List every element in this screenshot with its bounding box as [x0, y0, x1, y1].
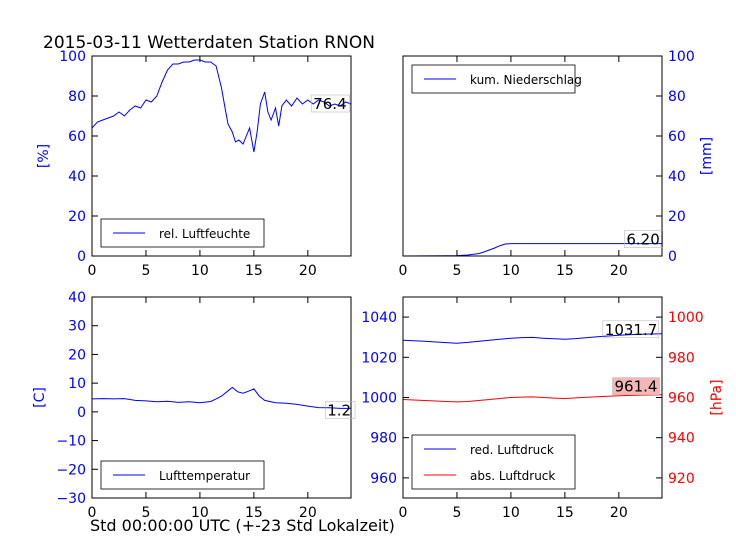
x-tick-label: 5 [452, 505, 461, 521]
x-tick-label: 20 [610, 505, 628, 521]
y-tick-label: −20 [56, 462, 86, 478]
figure-title: 2015-03-11 Wetterdaten Station RNON [43, 33, 375, 53]
y-tick-label: 980 [668, 350, 695, 366]
value-annotation-box [310, 94, 350, 113]
y-tick-label: 20 [68, 347, 86, 363]
y-tick-label: 0 [77, 249, 86, 265]
x-tick-label: 15 [556, 263, 574, 279]
y-tick-label: −10 [56, 434, 86, 450]
y-tick-label: 40 [668, 169, 686, 185]
x-tick-label: 15 [245, 505, 263, 521]
x-tick-label: 15 [245, 263, 263, 279]
legend-label: red. Luftdruck [470, 443, 554, 457]
x-axis-label: Std 00:00:00 UTC (+-23 Std Lokalzeit) [90, 516, 395, 535]
y-tick-label: 980 [370, 431, 397, 447]
y-tick-label: 1000 [668, 310, 704, 326]
y-tick-label: 960 [668, 391, 695, 407]
humidity-line [91, 59, 352, 153]
chart-precipitation: 0 5 10 15 20 0 20 40 60 80 100 [mm] 6.20 kum. Nieders… [399, 49, 715, 279]
chart-temperature: 0 5 10 15 20 −30 −20 −10 0 10 20 30 40 [C] 1.2 Lufttemp… [32, 290, 356, 521]
y-tick-label: 60 [68, 129, 86, 145]
value-annotation-box [602, 320, 659, 339]
x-tick-label: 0 [88, 505, 97, 521]
y-axis-label-right: [hPa] [709, 379, 725, 415]
y-tick-label: 60 [668, 129, 686, 145]
x-tick-label: 0 [88, 263, 97, 279]
y-tick-label: 30 [68, 319, 86, 335]
precipitation-line [402, 243, 662, 257]
x-tick-label: 5 [141, 505, 150, 521]
x-tick-label: 0 [399, 263, 408, 279]
y-tick-label: 0 [77, 405, 86, 421]
plot-frame [91, 296, 352, 499]
y-tick-label: 1000 [361, 391, 397, 407]
x-tick-label: 5 [452, 263, 461, 279]
reduced-pressure-line [402, 333, 663, 344]
chart-humidity: 0 5 10 15 20 0 20 40 60 80 100 [%] 76.4 rel. Luftfeuc… [36, 49, 352, 279]
y-axis-label: [mm] [699, 137, 715, 175]
legend-box [100, 218, 265, 248]
y-tick-label: 940 [668, 431, 695, 447]
absolute-pressure-line [402, 394, 663, 403]
value-annotation-box [612, 377, 660, 395]
value-annotation: 1.2 [327, 401, 351, 419]
y-tick-label: 20 [668, 209, 686, 225]
plot-frame [402, 55, 663, 257]
plot-frame [91, 55, 352, 257]
y-axis-label: [%] [36, 144, 52, 168]
value-annotation-box [624, 230, 664, 248]
x-tick-label: 10 [191, 505, 209, 521]
x-tick-label: 10 [502, 263, 520, 279]
x-tick-label: 10 [191, 263, 209, 279]
temperature-line [91, 386, 351, 409]
y-tick-label: 100 [59, 49, 86, 65]
x-tick-label: 15 [556, 505, 574, 521]
y-tick-label: 1020 [361, 350, 397, 366]
y-tick-label: 40 [68, 169, 86, 185]
legend-label: Lufttemperatur [159, 469, 250, 483]
y-axis-label: [C] [32, 387, 48, 408]
x-tick-label: 5 [141, 263, 150, 279]
y-tick-label: 920 [668, 471, 695, 487]
x-tick-label: 0 [399, 505, 408, 521]
legend-box [411, 434, 576, 490]
x-tick-label: 10 [502, 505, 520, 521]
y-tick-label: 100 [668, 49, 695, 65]
y-tick-label: 1040 [361, 310, 397, 326]
x-tick-label: 20 [610, 263, 628, 279]
value-annotation-box [324, 401, 356, 419]
y-tick-label: 960 [370, 471, 397, 487]
x-tick-label: 20 [299, 505, 317, 521]
y-tick-label: 10 [68, 376, 86, 392]
legend-label: rel. Luftfeuchte [159, 227, 250, 241]
y-tick-label: 20 [68, 209, 86, 225]
y-tick-label: −30 [56, 491, 86, 507]
value-annotation: 1031.7 [605, 321, 658, 339]
y-tick-label: 80 [68, 89, 86, 105]
y-tick-label: 80 [668, 89, 686, 105]
value-annotation: 961.4 [615, 378, 658, 396]
x-tick-label: 20 [299, 263, 317, 279]
value-annotation: 6.20 [626, 231, 659, 249]
legend-label: abs. Luftdruck [470, 469, 555, 483]
y-tick-label: 0 [668, 249, 677, 265]
value-annotation: 76.4 [313, 95, 346, 113]
legend-label: kum. Niederschlag [470, 73, 582, 87]
y-tick-label: 40 [68, 290, 86, 306]
chart-pressure: 0 5 10 15 20 960 980 1000 1020 1040 920 940 960 980 10… [361, 296, 725, 521]
